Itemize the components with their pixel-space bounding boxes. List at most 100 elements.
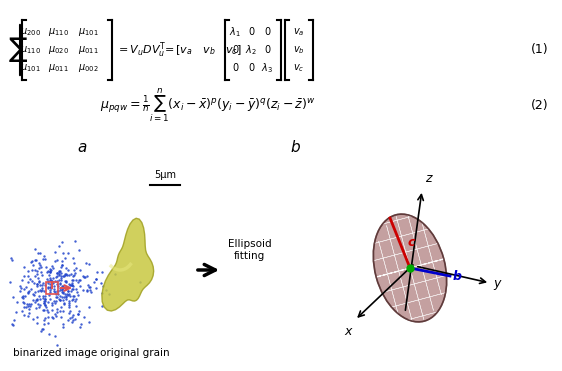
Point — [53, 273, 62, 279]
Point — [85, 262, 94, 267]
Point — [69, 273, 78, 279]
Point — [62, 279, 71, 285]
Point — [33, 281, 42, 287]
Point — [64, 310, 73, 316]
Point — [20, 265, 29, 270]
Point — [99, 283, 108, 289]
Point — [34, 293, 43, 299]
Point — [68, 286, 77, 292]
Point — [55, 272, 64, 278]
Text: $v_a$: $v_a$ — [293, 26, 305, 38]
Point — [32, 320, 41, 326]
Point — [27, 286, 36, 292]
Point — [67, 282, 76, 288]
Point — [34, 250, 43, 256]
Ellipse shape — [373, 214, 447, 322]
Point — [44, 320, 53, 326]
Point — [76, 283, 85, 289]
Point — [30, 273, 39, 279]
Point — [74, 247, 83, 253]
Point — [39, 298, 48, 304]
Point — [58, 239, 67, 245]
Point — [53, 294, 62, 300]
Point — [65, 292, 74, 298]
Point — [28, 262, 37, 267]
Point — [37, 264, 46, 270]
Point — [84, 319, 93, 325]
Point — [105, 291, 114, 297]
Point — [33, 280, 42, 286]
Point — [19, 304, 28, 310]
Point — [55, 277, 64, 283]
Point — [35, 278, 44, 284]
Point — [45, 331, 54, 337]
Text: $\mu_{011}$: $\mu_{011}$ — [48, 62, 69, 74]
Text: $\lambda_1$: $\lambda_1$ — [229, 25, 241, 39]
Point — [83, 288, 92, 293]
Point — [70, 239, 79, 244]
Point — [24, 306, 33, 312]
Point — [39, 307, 48, 313]
Point — [69, 255, 78, 260]
Text: 0: 0 — [232, 63, 238, 73]
Point — [57, 287, 66, 293]
Point — [58, 258, 67, 264]
Point — [57, 264, 66, 270]
Point — [56, 282, 65, 288]
Point — [62, 272, 71, 278]
Point — [40, 293, 49, 299]
Point — [19, 300, 28, 306]
Point — [61, 278, 70, 284]
Point — [29, 292, 38, 298]
Text: 0: 0 — [264, 45, 270, 55]
Point — [64, 304, 73, 310]
Point — [73, 279, 82, 285]
Point — [56, 285, 65, 291]
Point — [36, 302, 45, 308]
Point — [91, 276, 100, 282]
Point — [57, 293, 66, 299]
Point — [29, 316, 38, 322]
Text: Ellipsoid
fitting: Ellipsoid fitting — [228, 239, 271, 261]
Point — [69, 296, 78, 302]
Point — [72, 286, 81, 292]
Text: $\mu_{101}$: $\mu_{101}$ — [20, 62, 40, 74]
Point — [71, 270, 80, 276]
Point — [69, 277, 78, 283]
Point — [64, 316, 72, 322]
Text: a: a — [78, 140, 87, 155]
Point — [67, 297, 76, 303]
Point — [67, 280, 76, 286]
Point — [51, 278, 60, 284]
Point — [47, 278, 56, 283]
Point — [30, 280, 39, 286]
Point — [33, 275, 42, 281]
Text: 5μm: 5μm — [154, 170, 176, 180]
Text: $\mu_{101}$: $\mu_{101}$ — [78, 26, 98, 38]
Point — [110, 271, 119, 277]
Point — [62, 271, 71, 277]
Point — [66, 288, 75, 294]
Point — [17, 295, 26, 301]
Point — [76, 267, 85, 273]
Text: (2): (2) — [531, 98, 548, 112]
Point — [40, 256, 49, 262]
Point — [92, 276, 101, 282]
Text: b: b — [453, 269, 462, 282]
Point — [43, 285, 52, 291]
Point — [37, 288, 46, 294]
Point — [39, 288, 48, 294]
Point — [32, 268, 41, 274]
Point — [44, 299, 53, 305]
Point — [27, 258, 36, 264]
Point — [57, 262, 66, 268]
Point — [85, 305, 94, 311]
Point — [45, 292, 54, 298]
Point — [67, 282, 76, 288]
Point — [33, 283, 42, 289]
Point — [39, 326, 48, 332]
Point — [61, 293, 70, 299]
Point — [72, 277, 81, 283]
Text: 0: 0 — [232, 45, 238, 55]
Point — [55, 280, 64, 286]
